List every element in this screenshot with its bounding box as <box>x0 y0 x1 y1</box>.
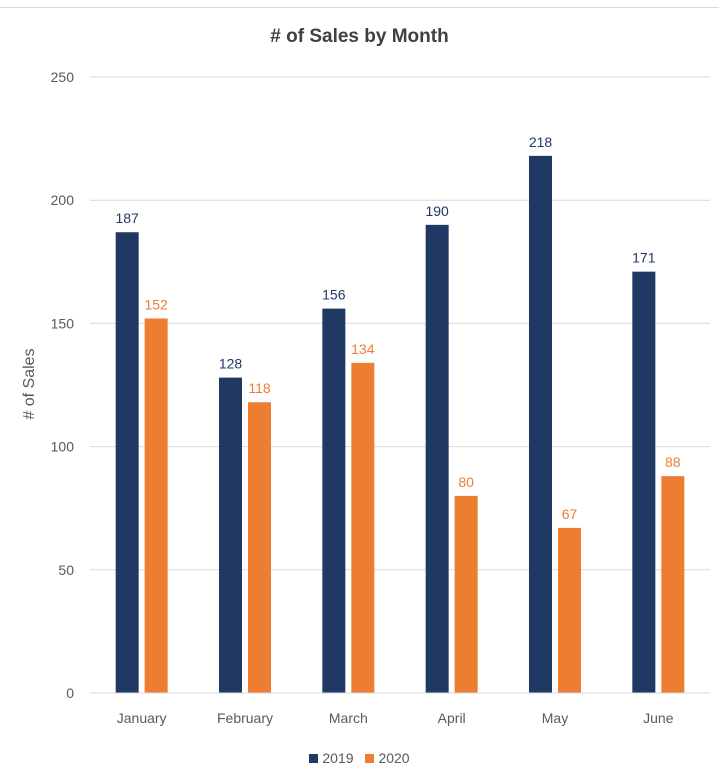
bar-2020-june <box>661 476 685 693</box>
y-tick-label: 250 <box>51 69 75 85</box>
legend-label-2020: 2020 <box>378 750 410 766</box>
legend: 2019 2020 <box>0 750 719 766</box>
data-label-2020-march: 134 <box>351 341 375 357</box>
x-tick-label-february: February <box>217 710 273 726</box>
bar-2019-may <box>529 155 552 693</box>
x-tick-label-january: January <box>117 710 167 726</box>
x-tick-label-april: April <box>438 710 466 726</box>
data-label-2020-june: 88 <box>665 454 681 470</box>
bar-2020-may <box>558 527 581 693</box>
bar-2019-april <box>425 224 449 693</box>
legend-swatch-2020 <box>365 754 375 763</box>
y-tick-label: 0 <box>66 685 74 701</box>
data-label-2020-april: 80 <box>458 474 474 490</box>
x-tick-label-june: June <box>643 710 674 726</box>
legend-item-2020: 2020 <box>365 750 410 766</box>
y-axis-ticks: 0 50 100 150 200 250 <box>51 69 75 701</box>
data-label-2020-may: 67 <box>562 506 578 522</box>
data-label-2020-january: 152 <box>144 296 168 312</box>
top-border <box>0 7 719 8</box>
data-label-2019-april: 190 <box>425 203 449 219</box>
data-label-2019-march: 156 <box>322 287 346 303</box>
bar-2020-january <box>144 318 168 693</box>
bar-2019-march <box>322 308 346 693</box>
bar-2020-february <box>248 402 271 693</box>
chart-title: # of Sales by Month <box>270 26 449 47</box>
bar-2019-june <box>632 271 656 693</box>
legend-item-2019: 2019 <box>309 750 354 766</box>
data-label-2019-february: 128 <box>219 356 243 372</box>
y-tick-label: 150 <box>51 315 75 331</box>
data-label-2019-january: 187 <box>115 210 139 226</box>
legend-swatch-2019 <box>309 754 319 763</box>
data-label-2020-february: 118 <box>248 380 271 396</box>
y-axis-label: # of Sales <box>21 348 38 419</box>
y-tick-label: 50 <box>58 562 74 578</box>
x-axis-ticks: January February March April May June <box>117 710 674 726</box>
gridlines <box>90 76 710 694</box>
data-labels: 187 152 128 118 156 134 190 80 218 67 171 88 <box>115 134 680 522</box>
bars <box>90 155 710 694</box>
bar-2020-april <box>454 495 478 693</box>
y-tick-label: 200 <box>51 192 75 208</box>
bar-2019-january <box>115 232 139 693</box>
bar-2019-february <box>219 377 242 693</box>
x-tick-label-march: March <box>329 710 368 726</box>
x-tick-label-may: May <box>542 710 568 726</box>
y-tick-label: 100 <box>51 439 75 455</box>
bar-2020-march <box>351 362 375 693</box>
data-label-2019-may: 218 <box>529 134 553 150</box>
data-label-2019-june: 171 <box>632 250 656 266</box>
legend-label-2019: 2019 <box>322 750 354 766</box>
